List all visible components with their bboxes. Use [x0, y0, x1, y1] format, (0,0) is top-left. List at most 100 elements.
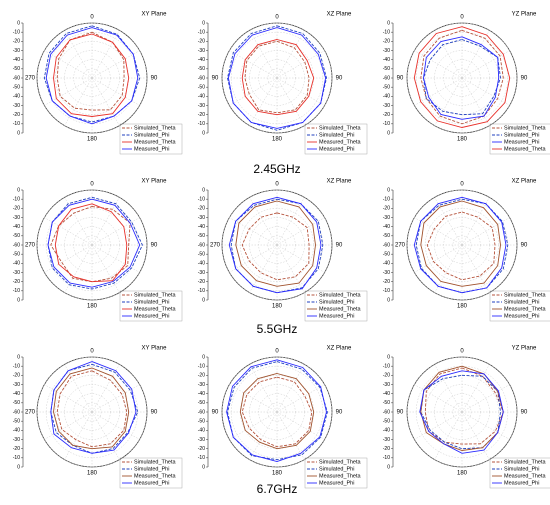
r-tick-label: 0: [202, 20, 205, 26]
legend-label: Measured_Theta: [134, 473, 177, 479]
r-tick-label: -10: [383, 121, 390, 127]
r-tick-label: 0: [17, 464, 20, 470]
legend-label: Simulated_Phi: [134, 466, 169, 472]
r-tick-label: -20: [13, 279, 20, 285]
r-tick-label: -30: [383, 437, 390, 443]
r-tick-label: -50: [13, 233, 20, 239]
r-tick-label: -60: [13, 409, 20, 415]
grid-spoke: [249, 244, 278, 293]
grid-spoke: [249, 364, 278, 413]
grid-spoke: [44, 384, 93, 413]
pattern-line: [420, 29, 504, 125]
r-tick-label: -40: [383, 261, 390, 267]
pattern-line: [226, 359, 327, 462]
r-tick-label: -30: [383, 215, 390, 221]
chart-title: XY Plane: [142, 12, 168, 18]
theta-tick-label: 180: [87, 471, 98, 477]
grid-spoke: [276, 244, 325, 273]
r-tick-label: -40: [383, 94, 390, 100]
r-tick-label: -40: [198, 391, 205, 397]
r-tick-label: -20: [383, 279, 390, 285]
legend-label: Measured_Phi: [504, 480, 539, 486]
r-tick-label: -10: [198, 455, 205, 461]
r-tick-label: -40: [13, 391, 20, 397]
pattern-line: [45, 27, 139, 125]
grid-spoke: [276, 384, 325, 413]
grid-spoke: [91, 244, 140, 273]
r-tick-label: -60: [13, 75, 20, 81]
r-tick-label: 0: [17, 187, 20, 193]
r-tick-label: 0: [17, 20, 20, 26]
grid-spoke: [229, 244, 278, 273]
r-tick-label: -20: [13, 206, 20, 212]
legend-label: Simulated_Phi: [504, 299, 539, 305]
grid-spoke: [461, 77, 510, 106]
r-tick-label: -30: [383, 382, 390, 388]
r-tick-label: -10: [383, 29, 390, 35]
legend-label: Simulated_Theta: [134, 292, 177, 298]
grid-spoke: [249, 411, 278, 460]
pattern-line: [413, 26, 511, 128]
r-tick-label: -10: [383, 288, 390, 294]
r-tick-label: -40: [13, 224, 20, 230]
r-tick-label: -30: [198, 437, 205, 443]
r-tick-label: -60: [13, 242, 20, 248]
pattern-line: [53, 33, 130, 117]
grid-spoke: [434, 77, 463, 126]
theta-tick-label: 270: [25, 76, 36, 82]
chart-title: XY Plane: [142, 179, 168, 185]
pattern-line: [54, 203, 128, 283]
grid-spoke: [461, 244, 510, 273]
chart-title: YZ Plane: [512, 12, 537, 18]
theta-tick-label: 180: [272, 137, 283, 143]
pattern-line: [227, 361, 328, 461]
legend-label: Simulated_Theta: [319, 292, 362, 298]
r-tick-label: -50: [383, 251, 390, 257]
pattern-line: [47, 198, 141, 288]
chart-title: XZ Plane: [327, 12, 352, 18]
grid-spoke: [249, 30, 278, 79]
pattern-line: [235, 200, 316, 287]
r-tick-label: -40: [198, 261, 205, 267]
r-tick-label: 0: [387, 297, 390, 303]
row-label: 6.7GHz: [257, 482, 298, 496]
r-tick-label: -10: [383, 363, 390, 369]
r-tick-label: -20: [383, 39, 390, 45]
r-tick-label: 0: [387, 464, 390, 470]
r-tick-label: 0: [17, 354, 20, 360]
r-tick-label: -10: [13, 196, 20, 202]
grid-spoke: [91, 244, 120, 293]
legend-label: Simulated_Phi: [319, 299, 354, 305]
r-tick-label: 0: [202, 354, 205, 360]
r-tick-label: -50: [13, 418, 20, 424]
theta-tick-label: 270: [395, 243, 406, 249]
legend-label: Measured_Theta: [134, 306, 177, 312]
r-tick-label: -10: [198, 288, 205, 294]
grid-spoke: [276, 217, 325, 246]
r-tick-label: -40: [383, 224, 390, 230]
theta-tick-label: 0: [275, 15, 279, 21]
r-tick-label: -20: [198, 279, 205, 285]
grid-spoke: [414, 217, 463, 246]
r-tick-label: -30: [198, 270, 205, 276]
legend-label: Simulated_Phi: [134, 132, 169, 138]
legend-label: Simulated_Phi: [504, 466, 539, 472]
pattern-line: [241, 39, 315, 116]
legend-label: Simulated_Theta: [134, 459, 177, 465]
grid-spoke: [414, 77, 463, 106]
r-tick-label: -10: [13, 455, 20, 461]
grid-spoke: [434, 197, 463, 246]
legend-box: [489, 123, 550, 155]
r-tick-label: -10: [13, 288, 20, 294]
grid-spoke: [249, 77, 278, 126]
r-tick-label: -60: [383, 242, 390, 248]
r-tick-label: -50: [13, 400, 20, 406]
pattern-line: [426, 211, 496, 281]
grid-spoke: [64, 30, 93, 79]
pattern-line: [56, 31, 125, 111]
r-tick-label: -60: [198, 409, 205, 415]
pattern-line: [413, 196, 507, 294]
theta-tick-label: 0: [90, 349, 94, 355]
r-tick-label: -40: [383, 57, 390, 63]
grid-spoke: [414, 50, 463, 79]
